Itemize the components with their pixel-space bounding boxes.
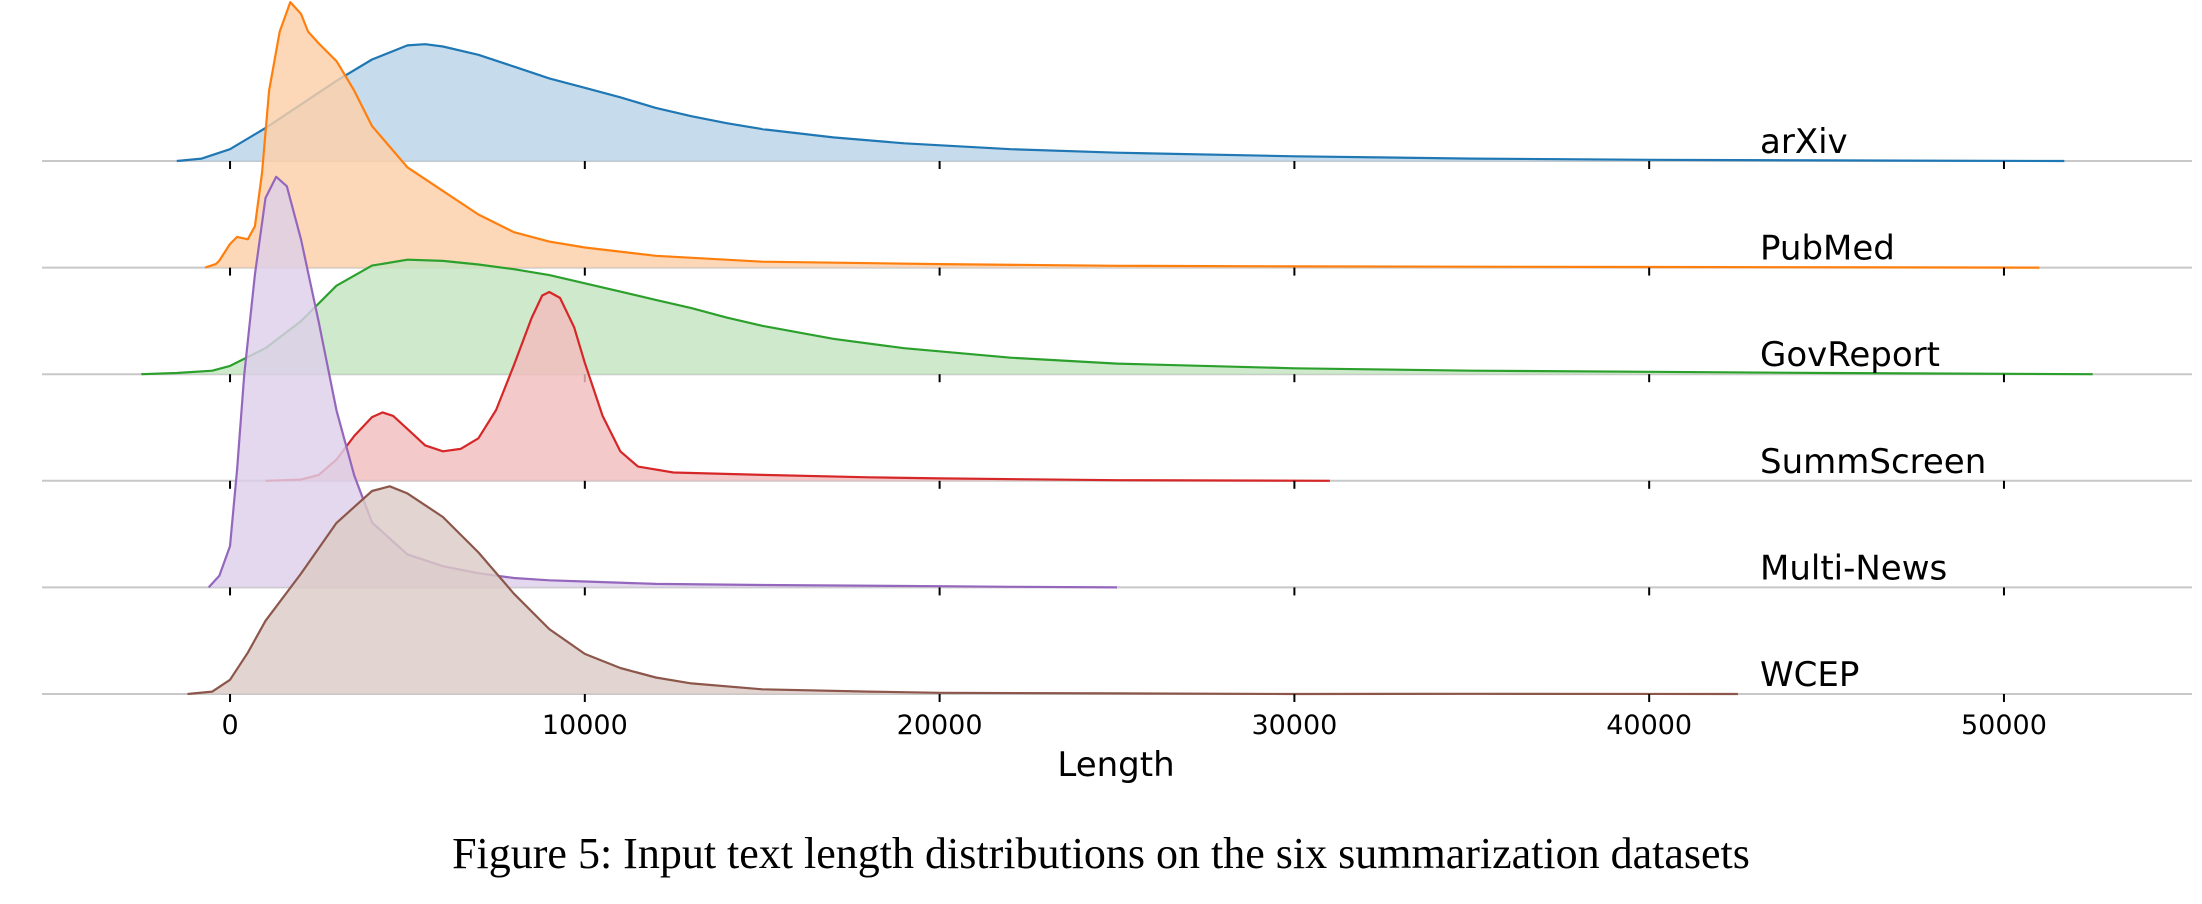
figure-caption: Figure 5: Input text length distribution… [452,829,1750,878]
area-arxiv [176,44,2065,162]
line-multi-news [207,175,1118,589]
row-label-summscreen: SummScreen [1760,442,1986,482]
x-tick-label: 20000 [897,710,983,741]
area-wcep [187,486,1738,694]
line-summscreen [265,290,1330,482]
ridge-arxiv: arXiv [42,43,2192,169]
row-label-multi-news: Multi-News [1760,548,1947,588]
row-label-arxiv: arXiv [1760,122,1848,162]
x-tick-label: 0 [221,710,238,741]
x-tick-label: 40000 [1606,710,1692,741]
ridge-govreport: GovReport [42,258,2192,383]
x-tick-label: 30000 [1251,710,1337,741]
line-wcep [187,485,1738,696]
area-pubmed [205,2,2040,268]
area-multi-news [208,176,1117,588]
ridge-wcep: WCEP [42,485,2192,702]
row-label-govreport: GovReport [1760,335,1940,375]
row-label-wcep: WCEP [1760,655,1859,695]
x-tick-label: 10000 [542,710,628,741]
line-pubmed [204,1,2040,269]
row-label-pubmed: PubMed [1760,229,1895,269]
x-axis-label: Length [1057,745,1174,785]
x-tick-label: 50000 [1961,710,2047,741]
ridge-summscreen: SummScreen [42,290,2192,489]
x-axis-ticks: 0 10000 20000 30000 40000 50000 [221,710,2046,741]
area-summscreen [265,292,1330,481]
area-govreport [141,259,2093,375]
ridge-rows: arXiv PubMed GovReport SummScreen Multi-News… [42,1,2192,702]
ridge-pubmed: PubMed [42,1,2192,276]
